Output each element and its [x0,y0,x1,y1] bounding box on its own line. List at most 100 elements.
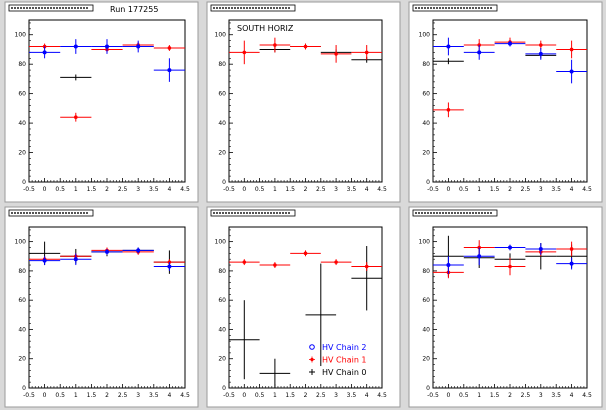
x-tick-label: 1 [74,392,78,399]
data-point [351,45,382,60]
y-tick-label: 80 [422,61,430,68]
point-marker [569,247,574,251]
data-point [153,262,185,271]
data-point [351,262,382,271]
x-tick-label: 0 [242,392,246,399]
x-tick-label: 0 [446,186,450,193]
series-chain0 [60,74,92,81]
x-tick-label: 4 [167,392,171,399]
y-tick-label: 60 [422,297,430,304]
data-point [122,40,154,53]
x-tick-label: 2.5 [521,186,531,193]
x-tick-label: 3.5 [551,186,561,193]
data-point [259,37,291,53]
point-marker [477,254,482,259]
x-tick-label: 2.5 [316,392,326,399]
y-tick-label: 40 [422,326,430,333]
plot-panel-2: -0.5 0 0.5 1 1.5 2 2.5 3 3.5 4 4.5020406080100SOUT… [206,1,401,203]
data-point [556,257,587,270]
point-marker [446,108,451,112]
x-tick-label: 1 [273,392,277,399]
point-marker [73,44,78,49]
y-tick-label: 0 [426,179,430,186]
x-tick-label: 3.5 [347,186,357,193]
y-tick-label: 20 [218,356,226,363]
point-marker [167,46,172,50]
x-tick-label: -0.5 [23,186,35,193]
point-marker [273,43,277,47]
x-tick-label: 1.5 [490,186,500,193]
data-point [29,256,61,266]
y-tick-label: 80 [18,268,26,275]
y-tick-label: 80 [422,268,430,275]
y-tick-label: 20 [422,150,430,157]
data-point [433,256,464,274]
data-point [433,102,464,118]
x-tick-label: 1.5 [490,392,500,399]
y-tick-label: 40 [18,326,26,333]
y-tick-label: 80 [18,61,26,68]
legend-label: HV Chain 1 [322,356,367,365]
x-tick-label: 4 [570,186,574,193]
x-tick-label: 4.5 [377,186,387,193]
x-tick-label: 1 [477,392,481,399]
y-tick-label: 40 [18,120,26,127]
point-marker [569,261,574,266]
series-chain2 [29,39,185,82]
x-tick-label: 1 [477,186,481,193]
data-point [229,259,260,266]
data-point [351,246,382,311]
point-marker [167,68,172,73]
x-tick-label: 4 [570,392,574,399]
data-point [290,250,321,257]
x-tick-label: -0.5 [23,392,35,399]
x-tick-label: 3 [539,392,543,399]
x-tick-label: 1.5 [285,392,295,399]
point-marker [477,50,482,55]
data-point [60,253,92,266]
x-tick-label: -0.5 [223,186,235,193]
point-marker [242,260,247,264]
point-marker [334,52,338,56]
x-tick-label: 2 [105,392,109,399]
data-point [229,40,260,65]
point-marker [334,260,338,264]
x-tick-label: 4.5 [377,392,387,399]
y-tick-label: 20 [18,356,26,363]
point-marker [508,41,512,46]
point-marker [508,245,512,250]
x-tick-label: 4 [365,392,369,399]
series-chain2 [433,37,587,84]
x-tick-label: 3 [539,186,543,193]
data-point [556,40,587,59]
x-tick-label: 0.5 [459,392,469,399]
y-tick-label: 0 [222,385,226,392]
point-marker [303,251,308,256]
point-marker [74,115,78,119]
x-tick-label: -0.5 [223,392,235,399]
x-tick-label: 4.5 [180,392,190,399]
point-marker [569,69,574,74]
point-marker [539,43,543,47]
x-tick-label: 0.5 [55,186,65,193]
data-point [556,241,587,257]
data-point [305,263,337,367]
x-tick-label: 1.5 [285,186,295,193]
point-marker [303,44,308,49]
data-point [494,257,526,276]
point-marker [538,51,543,56]
y-tick-label: 100 [15,239,27,246]
x-tick-label: 0 [43,186,47,193]
data-point [433,58,464,65]
data-point [153,58,185,82]
series-chain2 [433,243,587,274]
y-tick-label: 100 [15,32,27,39]
x-tick-label: -0.5 [427,186,439,193]
data-point [91,248,123,255]
point-marker [136,44,141,49]
y-tick-label: 60 [218,91,226,98]
data-point [60,74,92,81]
x-tick-label: 2.5 [118,186,128,193]
